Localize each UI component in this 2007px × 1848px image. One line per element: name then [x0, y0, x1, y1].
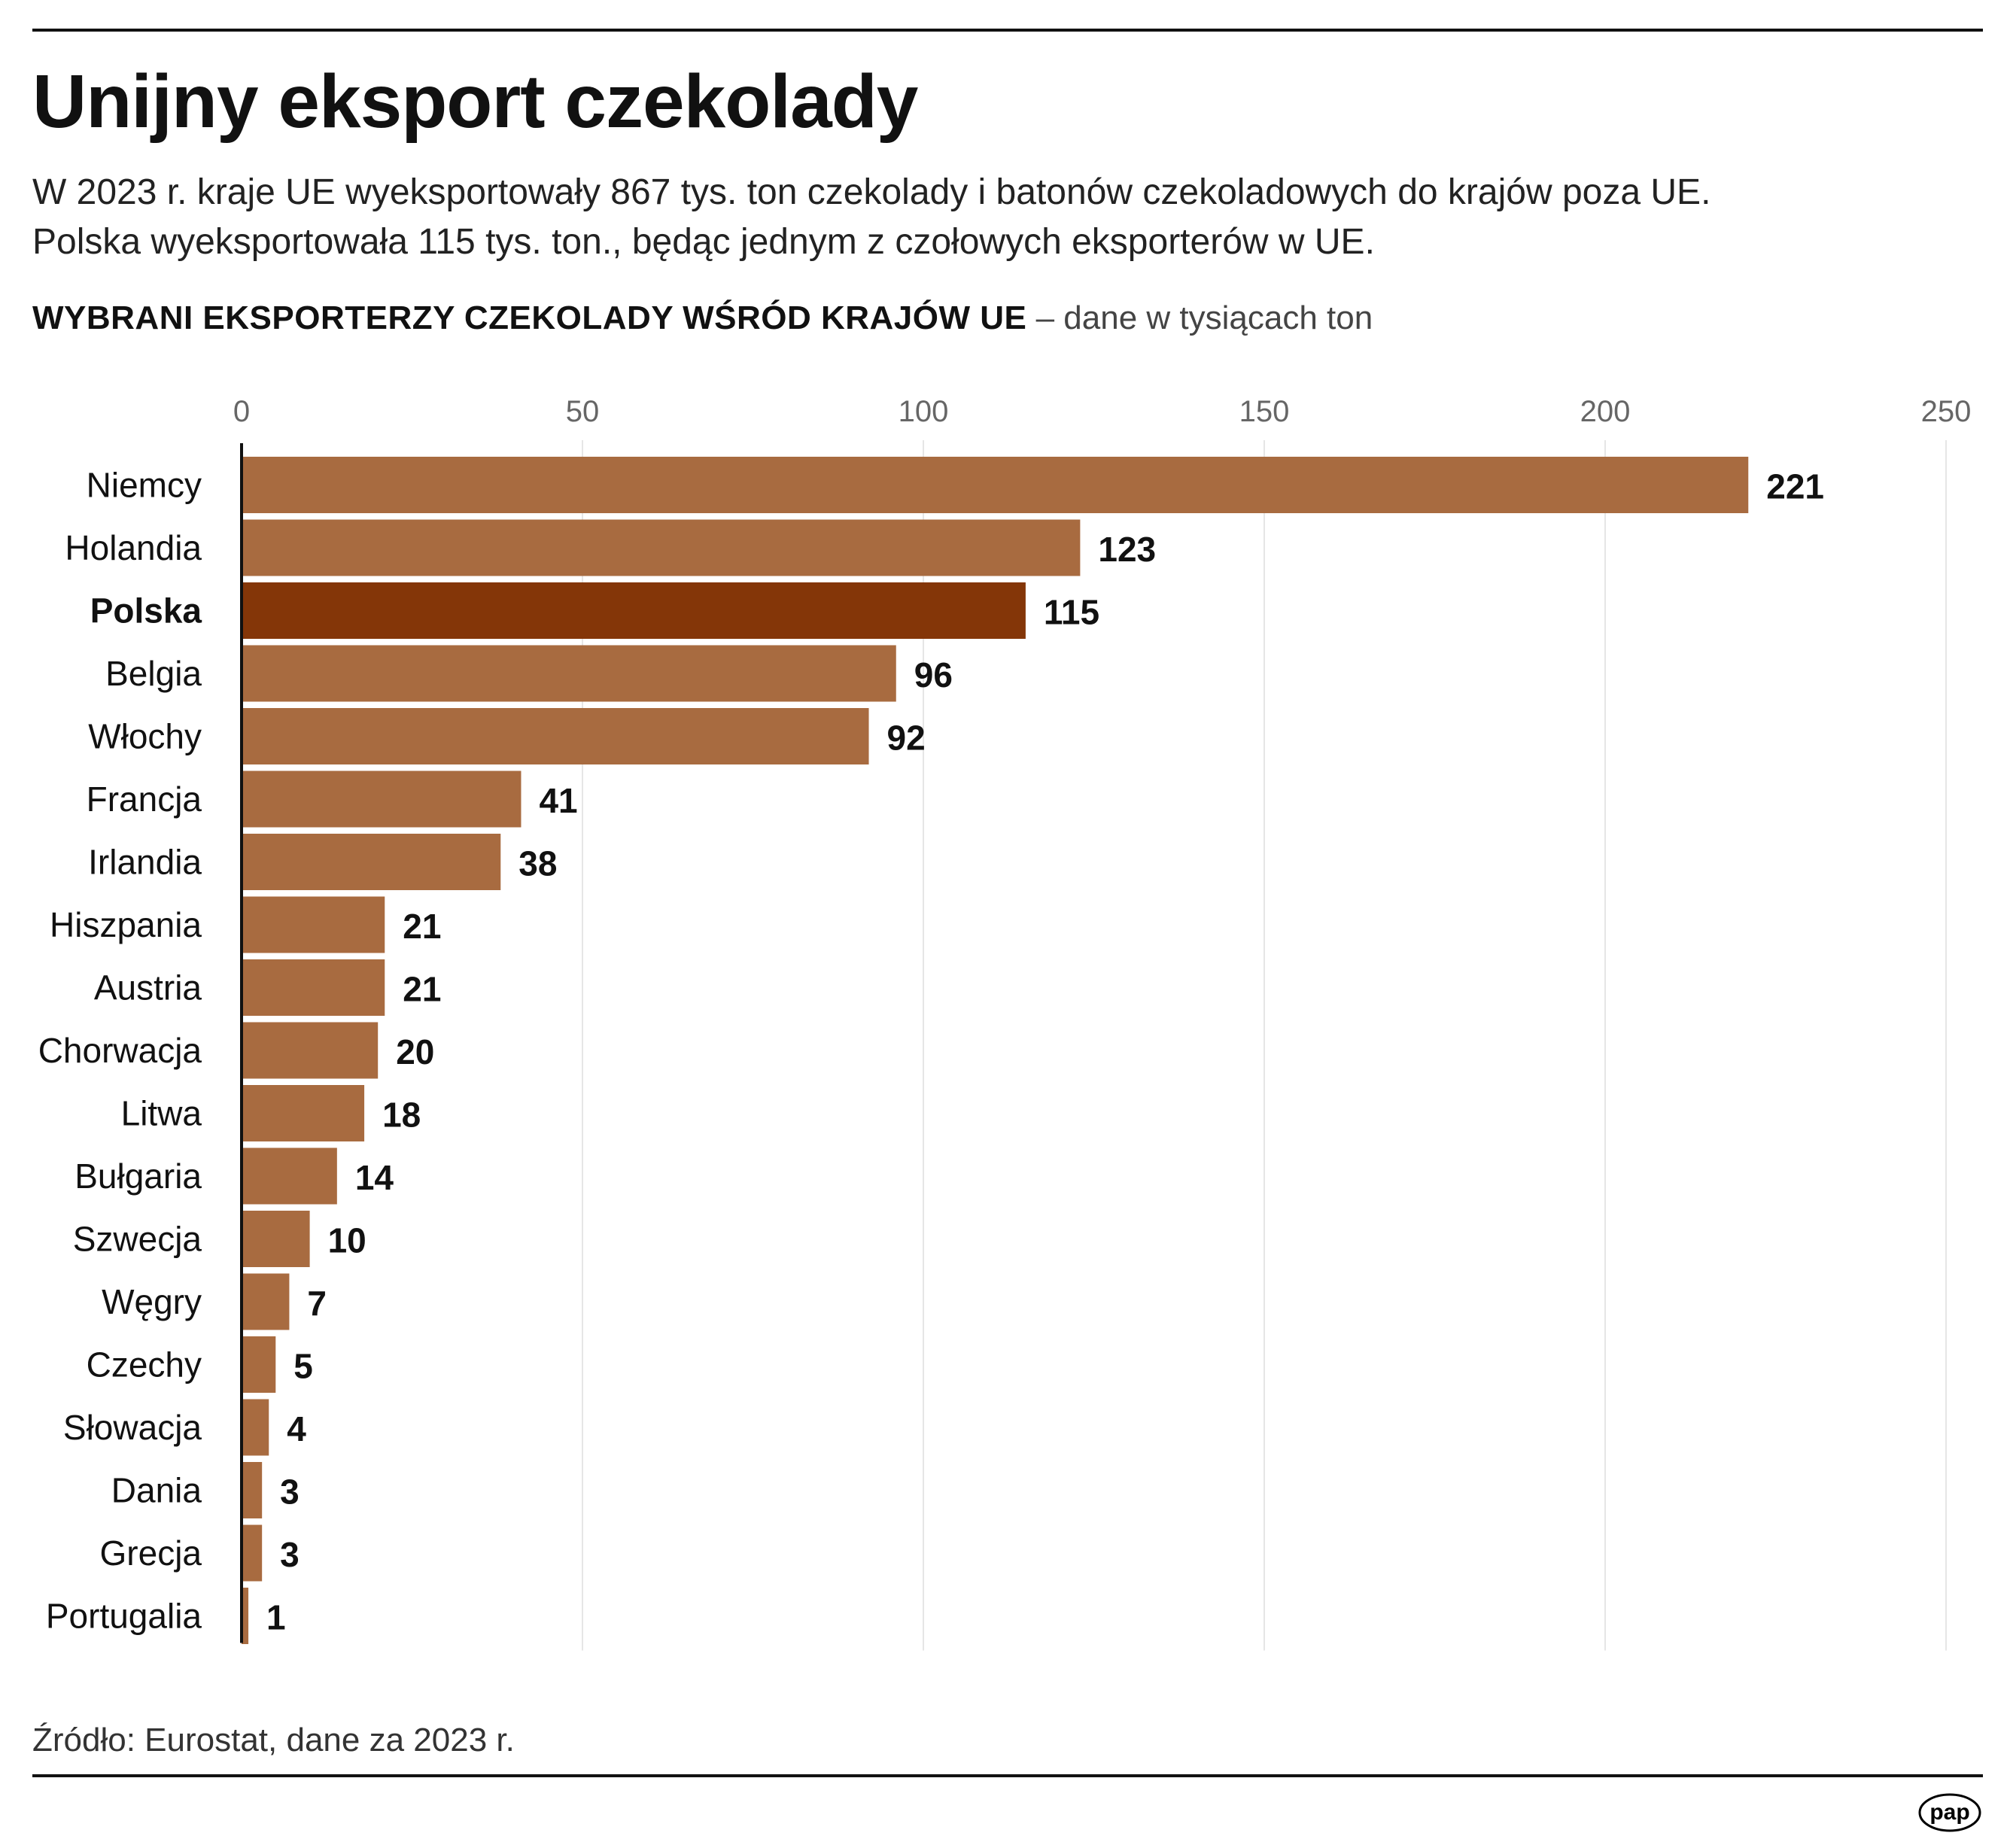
- bar: [242, 1399, 269, 1456]
- heading-bold: WYBRANI EKSPORTERZY CZEKOLADY WŚRÓD KRAJ…: [32, 299, 1027, 336]
- category-label: Belgia: [105, 654, 202, 693]
- category-label: Polska: [90, 591, 202, 631]
- bar: [242, 1524, 263, 1582]
- data-label: 115: [1044, 593, 1099, 632]
- bar: [242, 1147, 337, 1205]
- bar: [242, 834, 501, 890]
- data-label: 5: [293, 1347, 313, 1386]
- data-label: 221: [1766, 467, 1824, 506]
- bar: [242, 1022, 379, 1079]
- category-label: Litwa: [121, 1094, 202, 1133]
- data-label: 7: [307, 1284, 327, 1323]
- data-label: 96: [914, 655, 953, 695]
- data-label: 14: [355, 1158, 394, 1197]
- subtitle-line-1: W 2023 r. kraje UE wyeksportowały 867 ty…: [32, 172, 1711, 212]
- category-label: Portugalia: [46, 1597, 202, 1636]
- bar: [242, 1462, 263, 1518]
- data-label: 21: [403, 907, 441, 946]
- bar: [242, 959, 385, 1016]
- data-label: 18: [382, 1096, 421, 1135]
- data-label: 123: [1098, 530, 1156, 569]
- category-label: Grecja: [100, 1533, 202, 1573]
- heading-note: – dane w tysiącach ton: [1026, 299, 1373, 336]
- bar: [242, 708, 869, 764]
- category-label: Słowacja: [63, 1408, 202, 1447]
- x-tick-label: 250: [1921, 395, 1972, 428]
- bar: [242, 645, 896, 702]
- pap-logo: pap: [1918, 1793, 1981, 1832]
- chart-title: Unijny eksport czekolady: [32, 59, 918, 144]
- x-tick-label: 150: [1239, 395, 1290, 428]
- category-label: Czechy: [87, 1345, 202, 1384]
- data-label: 10: [328, 1221, 366, 1260]
- category-label: Chorwacja: [38, 1031, 202, 1070]
- category-label: Dania: [111, 1471, 202, 1510]
- bar: [242, 1211, 310, 1267]
- bar-chart: 0 50 100 150 200 250 Niemcy 221 Holandia 123 Polsk…: [38, 395, 1972, 1651]
- category-label: Austria: [94, 968, 202, 1008]
- top-rule: [32, 29, 1983, 32]
- bar: [242, 771, 522, 828]
- data-label: 20: [396, 1032, 434, 1071]
- chart-heading: WYBRANI EKSPORTERZY CZEKOLADY WŚRÓD KRAJ…: [32, 299, 1373, 337]
- svg-text:pap: pap: [1929, 1800, 1969, 1825]
- category-label: Włochy: [88, 717, 202, 756]
- data-label: 3: [280, 1535, 300, 1574]
- source-note: Źródło: Eurostat, dane za 2023 r.: [32, 1722, 515, 1758]
- category-label: Węgry: [102, 1282, 202, 1321]
- bar: [242, 519, 1081, 576]
- data-label: 38: [518, 844, 557, 883]
- bar: [242, 1273, 290, 1330]
- data-label: 3: [280, 1473, 300, 1512]
- data-label: 4: [287, 1409, 306, 1448]
- bar: [242, 1336, 276, 1393]
- data-label: 92: [887, 719, 926, 758]
- data-label: 21: [403, 970, 441, 1009]
- category-label: Holandia: [65, 528, 202, 567]
- data-label: 41: [539, 781, 577, 820]
- category-label: Irlandia: [88, 843, 202, 882]
- subtitle-line-2: Polska wyeksportowała 115 tys. ton., będ…: [32, 222, 1375, 262]
- bar: [242, 582, 1026, 639]
- bar: [242, 1085, 365, 1141]
- x-tick-label: 200: [1580, 395, 1631, 428]
- category-label: Szwecja: [73, 1220, 202, 1259]
- bottom-rule: [32, 1774, 1983, 1777]
- x-tick-label: 50: [566, 395, 600, 428]
- category-label: Hiszpania: [50, 905, 202, 944]
- x-tick-label: 100: [899, 395, 949, 428]
- x-tick-label: 0: [233, 395, 250, 428]
- category-label: Bułgaria: [75, 1157, 202, 1196]
- data-label: 1: [266, 1598, 286, 1637]
- category-label: Francja: [87, 780, 202, 819]
- bar: [242, 1588, 249, 1644]
- bar: [242, 457, 1749, 513]
- category-label: Niemcy: [87, 466, 202, 505]
- bar: [242, 896, 385, 953]
